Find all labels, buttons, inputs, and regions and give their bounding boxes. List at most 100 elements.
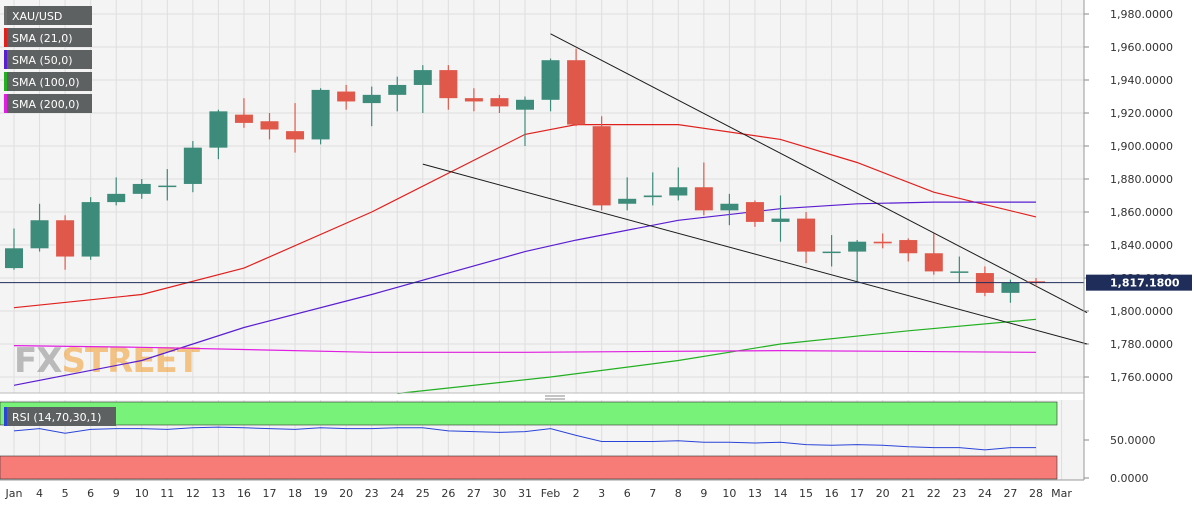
candle — [1027, 278, 1045, 287]
x-tick-label: 19 — [314, 487, 328, 500]
candle — [234, 98, 253, 128]
sma-line-4 — [13, 345, 1037, 353]
candle-body — [745, 202, 764, 222]
candle — [464, 88, 483, 112]
candle — [490, 94, 509, 113]
legend-label: SMA (21,0) — [12, 32, 73, 45]
x-tick-label: 20 — [876, 487, 890, 500]
x-tick-label: 23 — [952, 487, 966, 500]
candle-body — [132, 183, 151, 194]
y-tick-label: 1,900.0000 — [1110, 140, 1173, 153]
x-tick-label: 3 — [598, 487, 605, 500]
x-tick-label: 16 — [237, 487, 251, 500]
x-tick-label: 7 — [649, 487, 656, 500]
x-tick-label: 13 — [748, 487, 762, 500]
candle-body — [848, 241, 867, 252]
rsi-legend: RSI (14,70,30,1) — [4, 407, 116, 426]
candle-body — [873, 241, 892, 244]
candle — [720, 193, 739, 226]
x-tick-label: 15 — [799, 487, 813, 500]
candle-body — [388, 84, 407, 95]
candle-body — [516, 99, 534, 110]
candle — [1001, 279, 1020, 303]
candle-body — [1027, 281, 1045, 283]
candle — [81, 197, 100, 260]
candle-body — [592, 126, 611, 206]
rsi-tick-label: 0.0000 — [1110, 472, 1149, 485]
candle-body — [950, 271, 969, 273]
candle — [311, 88, 330, 145]
candle — [848, 240, 867, 282]
candle-body — [567, 60, 586, 125]
y-tick-label: 1,840.0000 — [1110, 239, 1173, 252]
candle-body — [158, 185, 177, 188]
candle — [745, 200, 764, 227]
x-tick-label: 2 — [573, 487, 580, 500]
x-tick-label: 31 — [518, 487, 532, 500]
x-tick-label: 12 — [186, 487, 200, 500]
candle — [541, 58, 560, 112]
trendline-2 — [422, 163, 1088, 345]
candle-body — [822, 251, 841, 254]
legend-swatch — [4, 72, 7, 91]
candle — [643, 172, 662, 206]
legend-box — [4, 94, 92, 113]
legend-box — [4, 72, 92, 91]
candle — [158, 169, 177, 201]
candle — [30, 203, 49, 252]
legend-item: SMA (21,0) — [4, 28, 92, 47]
candle-body — [56, 220, 75, 257]
candle-body — [413, 70, 432, 85]
x-tick-label: Feb — [541, 487, 560, 500]
x-tick-label: 6 — [87, 487, 94, 500]
legend-swatch — [4, 28, 7, 47]
candle-body — [541, 60, 560, 100]
legend-box — [4, 50, 92, 69]
y-tick-label: 1,960.0000 — [1110, 41, 1173, 54]
candle — [592, 116, 611, 211]
legend-label: XAU/USD — [12, 10, 62, 23]
candle-body — [107, 193, 126, 203]
candle-body — [694, 187, 713, 211]
rsi-tick-label: 50.0000 — [1110, 434, 1156, 447]
candle-body — [720, 203, 739, 211]
legend-swatch — [4, 6, 7, 25]
candle — [439, 65, 458, 110]
candle-body — [643, 195, 662, 198]
candle-body — [81, 202, 100, 257]
x-tick-label: 22 — [927, 487, 941, 500]
candle-body — [260, 121, 279, 130]
candle — [822, 235, 841, 267]
y-tick-label: 1,780.0000 — [1110, 338, 1173, 351]
candle — [183, 141, 202, 193]
candle — [286, 103, 305, 153]
x-tick-label: 18 — [288, 487, 302, 500]
y-tick-label: 1,940.0000 — [1110, 74, 1173, 87]
legend-item: SMA (100,0) — [4, 72, 92, 91]
x-tick-label: 9 — [113, 487, 120, 500]
y-tick-label: 1,860.0000 — [1110, 206, 1173, 219]
candle-body — [439, 70, 458, 99]
x-tick-label: 20 — [339, 487, 353, 500]
legend-item: XAU/USD — [4, 6, 92, 25]
candle — [388, 76, 407, 112]
x-tick-label: 30 — [492, 487, 506, 500]
x-tick-label: 10 — [722, 487, 736, 500]
legend-item: SMA (200,0) — [4, 94, 92, 113]
candle-body — [924, 253, 943, 272]
candle — [797, 212, 816, 264]
x-tick-label: 23 — [365, 487, 379, 500]
price-label: 1,817.1800 — [1110, 277, 1180, 290]
candle-body — [362, 94, 381, 104]
candle — [107, 177, 126, 206]
candle — [413, 65, 432, 113]
x-tick-label: 5 — [62, 487, 69, 500]
x-tick-label: 25 — [416, 487, 430, 500]
x-tick-label: 6 — [624, 487, 631, 500]
candle — [56, 215, 75, 270]
candle-body — [337, 91, 356, 102]
candle — [694, 162, 713, 216]
x-tick-label: Jan — [5, 487, 23, 500]
candle-body — [311, 89, 330, 140]
